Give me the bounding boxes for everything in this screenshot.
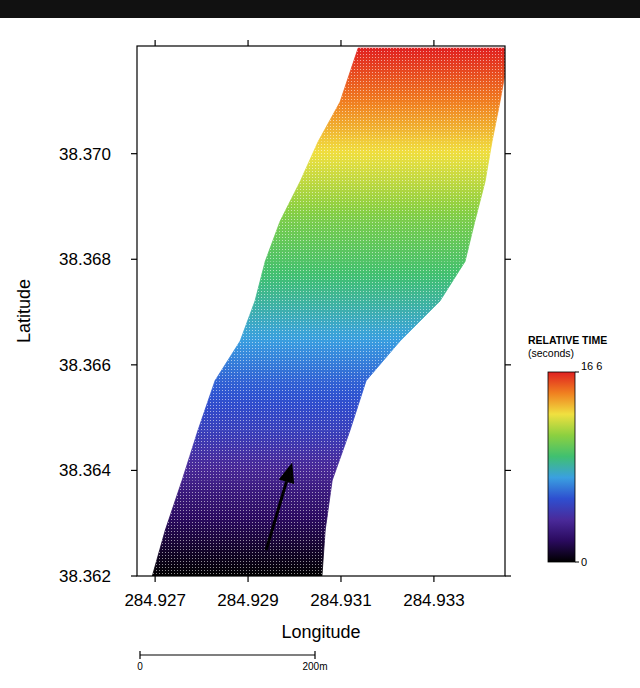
swath-band: [198, 381, 366, 431]
y-tick-label: 38.368: [59, 250, 111, 269]
x-tick-label: 284.933: [403, 591, 464, 610]
header-bar: [0, 0, 640, 18]
y-tick-label: 38.362: [59, 567, 111, 586]
swath-band: [300, 142, 492, 182]
swath-band: [165, 480, 332, 530]
y-tick: [131, 153, 137, 154]
swath-band: [318, 102, 500, 142]
arrow-head: [279, 463, 294, 484]
swath-stipple: [165, 480, 332, 530]
colorbar-tick: [575, 562, 579, 563]
scale-bar: [140, 654, 315, 655]
colorbar-subtitle: (seconds): [528, 347, 574, 359]
y-tick-label: 38.370: [59, 145, 111, 164]
x-tick: [155, 576, 156, 582]
y-tick-label: 38.364: [59, 461, 111, 480]
x-tick-label: 284.929: [217, 591, 278, 610]
colorbar-tick-label: 0: [581, 556, 587, 568]
swath-stipple: [255, 261, 465, 301]
y-tick-right: [505, 470, 511, 471]
chart: 284.927 284.929 284.931 284.933 38.362 38.364…: [0, 0, 640, 688]
swath-group: [152, 48, 505, 576]
x-tick-label: 284.927: [124, 591, 185, 610]
x-axis-title: Longitude: [281, 622, 360, 642]
scale-bar-end: [139, 651, 140, 659]
swath-band: [215, 341, 400, 381]
x-tick: [433, 576, 434, 582]
swath-stipple: [240, 301, 440, 341]
swath-stipple: [318, 102, 500, 142]
plot-frame: [137, 46, 505, 576]
swath-stipple: [340, 48, 505, 102]
swath-stipple: [280, 182, 485, 222]
scale-bar-label: 0: [137, 661, 143, 672]
x-tick-label: 284.931: [310, 591, 371, 610]
y-axis-title: Latitude: [14, 279, 34, 343]
swath-stipple: [300, 142, 492, 182]
colorbar-tick-label: 16 6: [581, 360, 602, 372]
swath-band: [152, 530, 325, 576]
swath-band: [240, 301, 440, 341]
y-tick-right: [505, 364, 511, 365]
scale-bar-end: [314, 651, 315, 659]
colorbar: [548, 372, 575, 562]
x-tick-top: [340, 40, 341, 46]
swath-stipple: [265, 221, 475, 261]
swath-band: [280, 182, 485, 222]
y-tick-right: [505, 575, 511, 576]
y-tick-right: [505, 153, 511, 154]
swath-band: [255, 261, 465, 301]
y-tick-label: 38.366: [59, 356, 111, 375]
swath-stipple: [198, 381, 366, 431]
x-tick-top: [155, 40, 156, 46]
x-tick-top: [433, 40, 434, 46]
y-tick: [131, 575, 137, 576]
swath-band: [182, 431, 350, 481]
swath-stipple: [152, 530, 325, 576]
x-tick: [340, 576, 341, 582]
y-tick: [131, 364, 137, 365]
colorbar-tick: [575, 372, 579, 373]
swath-stipple: [182, 431, 350, 481]
scale-bar-label: 200m: [302, 661, 327, 672]
x-tick: [247, 576, 248, 582]
direction-arrow: [266, 482, 286, 550]
x-tick-top: [247, 40, 248, 46]
y-tick-right: [505, 259, 511, 260]
y-tick: [131, 470, 137, 471]
colorbar-title: RELATIVE TIME: [528, 334, 607, 346]
swath-stipple: [215, 341, 400, 381]
swath-band: [265, 221, 475, 261]
swath-band: [340, 48, 505, 102]
y-tick: [131, 259, 137, 260]
